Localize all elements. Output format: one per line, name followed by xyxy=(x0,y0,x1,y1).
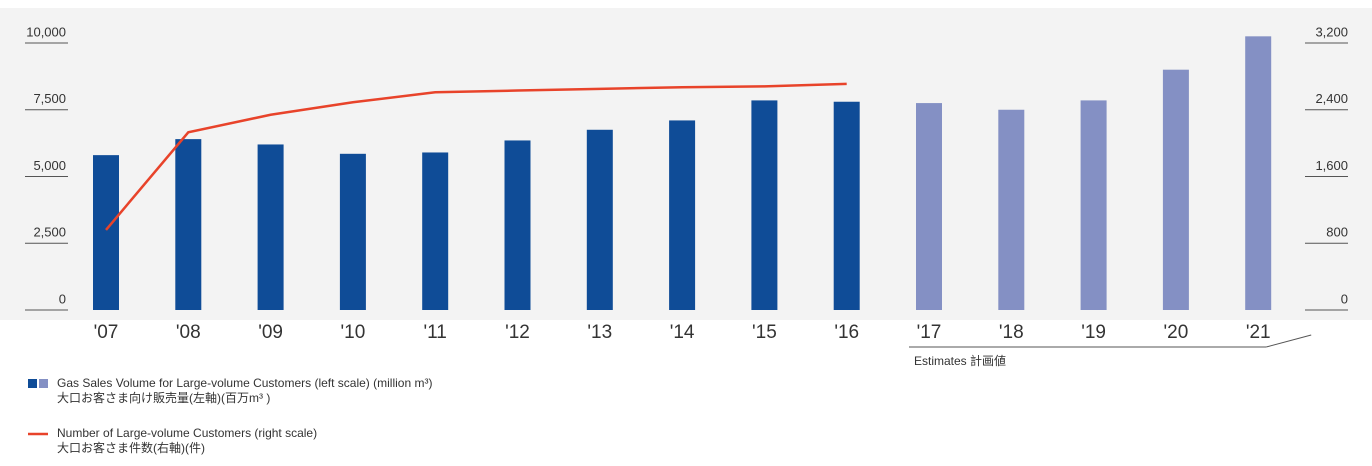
y2-tick-label: 800 xyxy=(1326,225,1348,240)
y-tick-label: 0 xyxy=(59,291,66,306)
y-tick-label: 5,000 xyxy=(33,158,66,173)
y2-tick-label: 3,200 xyxy=(1315,24,1348,39)
bar xyxy=(833,101,860,311)
bar xyxy=(998,109,1025,310)
bar xyxy=(1162,69,1189,310)
legend-label: 大口お客さま向け販売量(左軸)(百万m³ ) xyxy=(57,390,270,405)
x-tick-label: '08 xyxy=(176,322,201,343)
x-tick-label: '16 xyxy=(834,322,859,343)
x-tick-label: '19 xyxy=(1081,322,1106,343)
bar xyxy=(669,120,696,311)
y-tick-label: 10,000 xyxy=(26,24,66,39)
x-tick-label: '13 xyxy=(587,322,612,343)
bar xyxy=(1080,100,1107,310)
x-tick-label: '17 xyxy=(917,322,942,343)
x-tick-label: '15 xyxy=(752,322,777,343)
bar xyxy=(586,129,613,310)
bar xyxy=(93,155,119,310)
y-tick-label: 2,500 xyxy=(33,225,66,240)
bar xyxy=(422,152,449,310)
bar xyxy=(1245,36,1272,310)
bar xyxy=(175,139,202,310)
legend-swatch xyxy=(39,379,48,388)
y2-tick-label: 0 xyxy=(1341,291,1348,306)
line xyxy=(105,82,847,231)
x-tick-label: '12 xyxy=(505,322,530,343)
y2-tick-label: 2,400 xyxy=(1315,91,1348,106)
y-tick-label: 7,500 xyxy=(33,91,66,106)
legend-swatch xyxy=(28,379,37,388)
legend-label: Gas Sales Volume for Large-volume Custom… xyxy=(57,376,432,390)
x-tick-label: '11 xyxy=(424,322,447,343)
x-tick-label: '18 xyxy=(999,322,1024,343)
x-tick-label: '21 xyxy=(1246,322,1271,343)
legend-label: Number of Large-volume Customers (right … xyxy=(57,426,317,440)
y2-tick-label: 1,600 xyxy=(1315,158,1348,173)
x-tick-label: '14 xyxy=(670,322,695,343)
estimates-tail xyxy=(1266,334,1312,348)
x-tick-label: '09 xyxy=(258,322,283,343)
x-tick-label: '07 xyxy=(94,322,119,343)
bar xyxy=(751,100,778,310)
bar xyxy=(339,153,366,310)
x-tick-label: '10 xyxy=(341,322,366,343)
estimates-label: Estimates 計画値 xyxy=(914,353,1006,368)
legend-label: 大口お客さま件数(右軸)(件) xyxy=(57,440,205,455)
bar xyxy=(257,144,284,310)
bar xyxy=(504,140,531,310)
bar xyxy=(916,103,942,310)
x-tick-label: '20 xyxy=(1164,322,1189,343)
